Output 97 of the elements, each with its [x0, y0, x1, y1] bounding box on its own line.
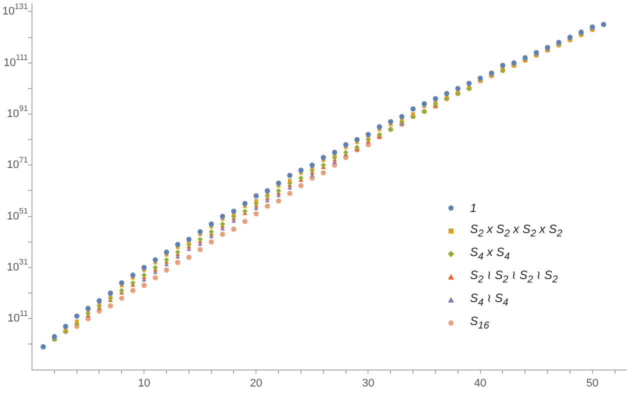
point: [85, 306, 91, 312]
point: [208, 239, 214, 244]
point: [164, 257, 170, 262]
point: [466, 80, 472, 86]
point: [343, 150, 348, 155]
point: [422, 101, 427, 106]
point: [198, 246, 203, 252]
legend-label: S$_{2}$ ≀ S$_{2}$ ≀ S$_{2}$ ≀ S$_{2}$: [470, 268, 558, 286]
legend-label: 1: [470, 200, 477, 214]
point: [231, 208, 236, 214]
point: [590, 24, 595, 30]
point: [119, 296, 124, 301]
x-tick-label: 10: [138, 377, 150, 390]
x-tick-label: 40: [474, 377, 486, 390]
point: [511, 60, 517, 66]
point: [242, 208, 248, 214]
point: [298, 183, 304, 188]
point: [276, 198, 282, 204]
point: [478, 76, 483, 81]
point: [141, 272, 147, 278]
point: [276, 180, 282, 186]
point: [186, 236, 192, 242]
point: [186, 254, 192, 260]
point: [354, 144, 360, 150]
point: [141, 282, 147, 288]
point: [366, 132, 371, 138]
point: [164, 250, 170, 255]
point: [399, 114, 404, 120]
point: [220, 221, 226, 227]
point: [522, 55, 528, 60]
point: [119, 280, 124, 286]
point: [332, 150, 338, 155]
legend-label: S$_{16}$: [470, 314, 490, 332]
point: [74, 313, 80, 319]
point: [63, 324, 68, 329]
point: [343, 142, 348, 148]
point: [444, 90, 450, 96]
point: [534, 50, 539, 56]
point: [500, 62, 506, 68]
point: [152, 275, 158, 280]
legend-label: S$_{2}$ x S$_{2}$ x S$_{2}$ x S$_{2}$: [470, 222, 562, 240]
point: [488, 70, 494, 76]
point: [96, 298, 102, 304]
point: [242, 200, 248, 206]
point: [544, 44, 550, 50]
point: [254, 199, 258, 203]
point: [254, 193, 259, 198]
point: [108, 303, 114, 308]
point: [432, 96, 438, 102]
point: [152, 257, 158, 262]
point: [175, 260, 180, 265]
point: [231, 226, 236, 232]
legend-label: S$_{4}$ x S$_{4}$: [470, 244, 510, 262]
x-tick-label: 30: [362, 377, 374, 390]
point: [254, 211, 259, 216]
point: [175, 242, 180, 248]
point: [388, 119, 394, 124]
point: [264, 203, 270, 209]
point: [264, 188, 270, 194]
x-tick-label: 50: [586, 377, 598, 390]
point: [242, 218, 248, 224]
point: [376, 124, 382, 130]
legend-label: S$_{4}$ ≀ S$_{4}$: [470, 290, 508, 308]
point: [320, 170, 326, 176]
point: [410, 106, 416, 112]
point: [376, 132, 382, 138]
point: [52, 334, 58, 340]
point: [130, 280, 136, 286]
point: [320, 154, 326, 160]
point: [276, 188, 282, 194]
point: [567, 34, 573, 40]
point: [208, 229, 214, 234]
point: [287, 172, 292, 178]
point: [152, 264, 158, 270]
point: [141, 264, 147, 270]
point: [354, 136, 360, 142]
point: [164, 267, 170, 273]
point: [298, 168, 304, 173]
point: [175, 250, 180, 255]
point: [578, 30, 584, 35]
x-tick-label: 20: [250, 377, 262, 390]
point: [208, 221, 214, 227]
point: [298, 175, 304, 181]
point: [320, 162, 326, 168]
point: [198, 236, 203, 242]
point: [130, 272, 136, 278]
point: [108, 290, 114, 296]
point: [288, 178, 292, 182]
point: [220, 214, 226, 219]
point: [556, 40, 562, 45]
point: [198, 229, 203, 234]
point: [287, 190, 292, 196]
point: [310, 162, 315, 168]
point: [455, 86, 460, 92]
point: [130, 288, 136, 294]
point: [119, 288, 124, 294]
point: [220, 232, 226, 237]
